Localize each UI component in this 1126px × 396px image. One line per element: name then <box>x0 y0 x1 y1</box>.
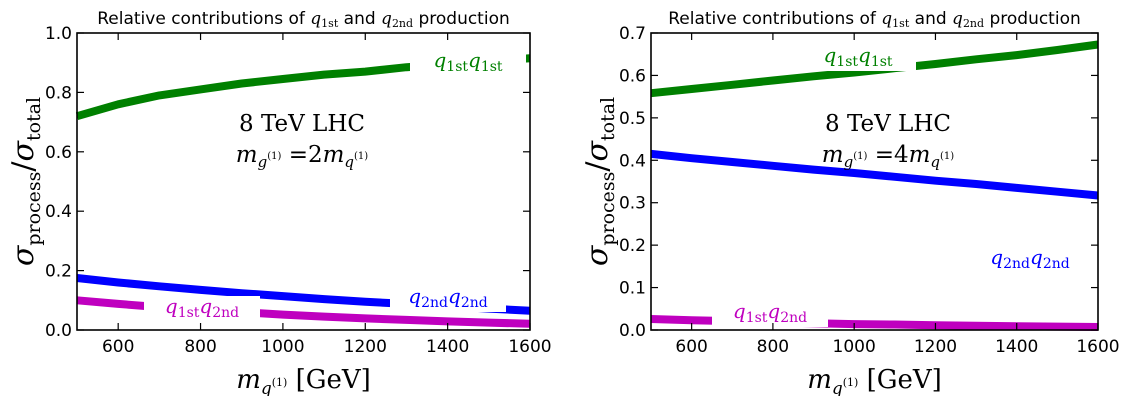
series-label-backing <box>410 50 526 76</box>
series-label-text: q1stq2nd <box>165 294 239 321</box>
chart-panel-1: Relative contributions of q1st and q2nd … <box>6 9 552 396</box>
y-tick-label: 0.0 <box>45 321 72 341</box>
x-tick-label: 600 <box>102 337 134 357</box>
y-tick-label: 0.7 <box>619 24 646 44</box>
y-tick-label: 0.5 <box>619 109 646 129</box>
annotation-mass-ratio: mg(1) =4mq(1) <box>822 142 954 171</box>
series-label-text: q1stq1st <box>433 48 502 75</box>
series-label-text: q2ndq2nd <box>408 284 487 311</box>
series-label-text: q1stq1st <box>823 43 892 70</box>
y-tick-label: 0.2 <box>619 236 646 256</box>
x-tick-label: 1000 <box>833 337 876 357</box>
series-label-2: q2ndq2nd <box>972 245 1088 273</box>
x-tick-label: 1000 <box>261 337 304 357</box>
x-tick-label: 1400 <box>426 337 469 357</box>
x-tick-label: 600 <box>675 337 707 357</box>
series-label-1: q1stq1st <box>410 48 526 76</box>
chart-title: Relative contributions of q1st and q2nd … <box>668 9 1081 30</box>
annotation-energy: 8 TeV LHC <box>825 111 951 137</box>
series-label-3: q1stq2nd <box>712 299 828 327</box>
x-axis-label: mq(1) [GeV] <box>236 365 371 396</box>
y-tick-label: 0.4 <box>45 202 72 222</box>
y-axis-label: σprocess/σtotal <box>6 97 45 266</box>
y-tick-label: 0.1 <box>619 279 646 299</box>
series-label-1: q1stq1st <box>800 43 916 71</box>
y-tick-label: 1.0 <box>45 24 72 44</box>
x-tick-label: 1200 <box>914 337 957 357</box>
axes-frame <box>650 32 1099 331</box>
series-label-backing <box>972 247 1088 273</box>
series-label-backing <box>144 296 260 322</box>
y-tick-label: 0.6 <box>45 143 72 163</box>
y-tick-label: 0.3 <box>619 194 646 214</box>
annotation-mass-ratio: mg(1) =2mq(1) <box>236 142 368 171</box>
series-label-backing <box>712 301 828 327</box>
x-tick-label: 1600 <box>508 337 551 357</box>
series-label-text: q2ndq2nd <box>990 245 1069 272</box>
chart-panel-2: Relative contributions of q1st and q2nd … <box>580 9 1120 396</box>
annotation-energy: 8 TeV LHC <box>239 111 365 137</box>
x-tick-label: 1600 <box>1076 337 1119 357</box>
y-tick-label: 0.0 <box>619 321 646 341</box>
x-axis-label: mq(1) [GeV] <box>807 365 942 396</box>
series-label-backing <box>800 45 916 71</box>
y-tick-label: 0.4 <box>619 151 646 171</box>
series-label-backing <box>390 286 506 312</box>
series-label-2: q2ndq2nd <box>390 284 506 312</box>
y-tick-label: 0.8 <box>45 83 72 103</box>
x-tick-label: 800 <box>184 337 216 357</box>
x-tick-label: 1200 <box>344 337 387 357</box>
series-label-text: q1stq2nd <box>733 299 807 326</box>
x-tick-label: 1400 <box>995 337 1038 357</box>
series-line-2 <box>650 149 1099 200</box>
axes-frame <box>76 32 531 331</box>
series-label-3: q1stq2nd <box>144 294 260 322</box>
chart-title: Relative contributions of q1st and q2nd … <box>97 9 510 30</box>
x-tick-label: 800 <box>757 337 789 357</box>
y-axis-label: σprocess/σtotal <box>580 97 619 266</box>
y-tick-label: 0.2 <box>45 262 72 282</box>
y-tick-label: 0.6 <box>619 66 646 86</box>
